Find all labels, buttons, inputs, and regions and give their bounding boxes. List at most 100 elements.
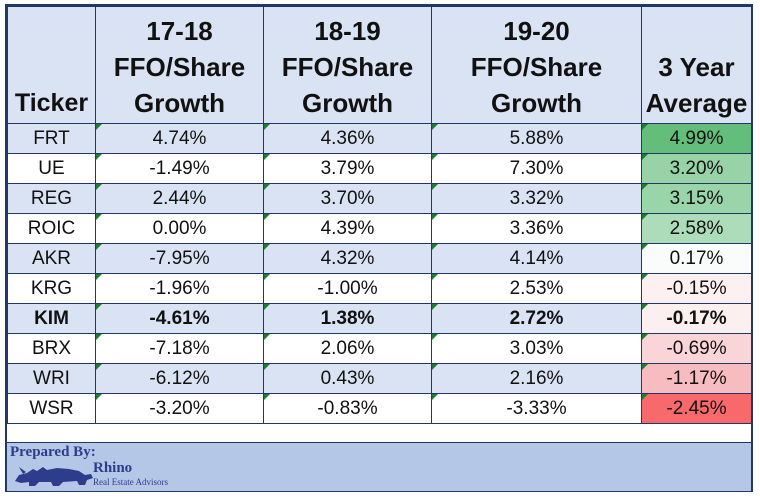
cell-error-marker-icon	[642, 334, 648, 340]
cell-3-year-average: 2.58%	[641, 213, 752, 244]
cell-error-marker-icon	[96, 394, 102, 400]
cell-error-marker-icon	[96, 274, 102, 280]
table-row: FRT 4.74% 4.36% 5.88% 4.99%	[7, 123, 752, 154]
cell-18-19-growth: 3.70%	[263, 183, 432, 214]
cell-17-18-growth: -7.18%	[95, 333, 264, 364]
cell-ticker: AKR	[7, 243, 96, 274]
cell-error-marker-icon	[642, 304, 648, 310]
cell-error-marker-icon	[264, 334, 270, 340]
cell-error-marker-icon	[96, 364, 102, 370]
cell-error-marker-icon	[96, 214, 102, 220]
cell-error-marker-icon	[432, 214, 438, 220]
cell-19-20-growth: -3.33%	[431, 393, 642, 424]
cell-3-year-average: -0.17%	[641, 303, 752, 334]
cell-19-20-growth: 2.53%	[431, 273, 642, 304]
cell-error-marker-icon	[432, 154, 438, 160]
cell-error-marker-icon	[264, 394, 270, 400]
table-row: KRG -1.96% -1.00% 2.53% -0.15%	[7, 273, 752, 304]
cell-3-year-average: 0.17%	[641, 243, 752, 274]
cell-18-19-growth: 4.32%	[263, 243, 432, 274]
cell-error-marker-icon	[642, 184, 648, 190]
cell-19-20-growth: 4.14%	[431, 243, 642, 274]
cell-18-19-growth: 4.39%	[263, 213, 432, 244]
header-ticker: Ticker	[7, 6, 96, 124]
cell-ticker: UE	[7, 153, 96, 184]
cell-17-18-growth: -7.95%	[95, 243, 264, 274]
cell-error-marker-icon	[432, 244, 438, 250]
cell-17-18-growth: 2.44%	[95, 183, 264, 214]
header-17-18-growth: 17-18 FFO/Share Growth	[95, 6, 264, 124]
cell-error-marker-icon	[642, 274, 648, 280]
cell-ticker: FRT	[7, 123, 96, 154]
cell-error-marker-icon	[264, 124, 270, 130]
cell-17-18-growth: 0.00%	[95, 213, 264, 244]
cell-error-marker-icon	[432, 274, 438, 280]
cell-ticker: BRX	[7, 333, 96, 364]
cell-error-marker-icon	[432, 334, 438, 340]
cell-error-marker-icon	[264, 274, 270, 280]
cell-18-19-growth: -0.83%	[263, 393, 432, 424]
table-row: UE -1.49% 3.79% 7.30% 3.20%	[7, 153, 752, 184]
table-row: ROIC 0.00% 4.39% 3.36% 2.58%	[7, 213, 752, 244]
cell-3-year-average: -1.17%	[641, 363, 752, 394]
cell-18-19-growth: 2.06%	[263, 333, 432, 364]
cell-17-18-growth: -3.20%	[95, 393, 264, 424]
cell-error-marker-icon	[96, 154, 102, 160]
cell-error-marker-icon	[432, 304, 438, 310]
cell-ticker: WSR	[7, 393, 96, 424]
cell-error-marker-icon	[642, 394, 648, 400]
brand-subtitle: Real Estate Advisors	[93, 477, 168, 487]
cell-error-marker-icon	[264, 154, 270, 160]
prepared-by-label: Prepared By:	[10, 444, 96, 460]
cell-error-marker-icon	[264, 244, 270, 250]
cell-17-18-growth: 4.74%	[95, 123, 264, 154]
cell-3-year-average: -2.45%	[641, 393, 752, 424]
ffo-growth-table: Ticker 17-18 FFO/Share Growth 18-19 FFO/…	[7, 6, 752, 424]
cell-error-marker-icon	[432, 394, 438, 400]
header-row: Ticker 17-18 FFO/Share Growth 18-19 FFO/…	[7, 6, 752, 124]
cell-ticker: REG	[7, 183, 96, 214]
cell-18-19-growth: 3.79%	[263, 153, 432, 184]
cell-19-20-growth: 5.88%	[431, 123, 642, 154]
cell-error-marker-icon	[642, 124, 648, 130]
cell-error-marker-icon	[642, 214, 648, 220]
cell-19-20-growth: 2.72%	[431, 303, 642, 334]
table-row: KIM -4.61% 1.38% 2.72% -0.17%	[7, 303, 752, 334]
table-row: REG 2.44% 3.70% 3.32% 3.15%	[7, 183, 752, 214]
cell-error-marker-icon	[264, 304, 270, 310]
cell-17-18-growth: -6.12%	[95, 363, 264, 394]
cell-error-marker-icon	[642, 244, 648, 250]
cell-ticker: KRG	[7, 273, 96, 304]
cell-18-19-growth: 1.38%	[263, 303, 432, 334]
cell-3-year-average: -0.69%	[641, 333, 752, 364]
table-row: WRI -6.12% 0.43% 2.16% -1.17%	[7, 363, 752, 394]
cell-error-marker-icon	[96, 304, 102, 310]
header-19-20-growth: 19-20 FFO/Share Growth	[431, 6, 642, 124]
cell-18-19-growth: 0.43%	[263, 363, 432, 394]
cell-3-year-average: -0.15%	[641, 273, 752, 304]
table-row: WSR -3.20% -0.83% -3.33% -2.45%	[7, 393, 752, 424]
cell-error-marker-icon	[642, 364, 648, 370]
cell-error-marker-icon	[96, 124, 102, 130]
cell-error-marker-icon	[642, 154, 648, 160]
header-3-year-average: 3 Year Average	[641, 6, 752, 124]
cell-3-year-average: 4.99%	[641, 123, 752, 154]
cell-ticker: WRI	[7, 363, 96, 394]
cell-ticker: ROIC	[7, 213, 96, 244]
cell-ticker: KIM	[7, 303, 96, 334]
cell-19-20-growth: 3.03%	[431, 333, 642, 364]
cell-error-marker-icon	[264, 364, 270, 370]
cell-19-20-growth: 2.16%	[431, 363, 642, 394]
cell-error-marker-icon	[432, 364, 438, 370]
prepared-by-footer: Prepared By: Rhino Real Estate Advisors	[7, 442, 751, 491]
cell-19-20-growth: 7.30%	[431, 153, 642, 184]
cell-17-18-growth: -1.96%	[95, 273, 264, 304]
cell-18-19-growth: 4.36%	[263, 123, 432, 154]
cell-error-marker-icon	[264, 184, 270, 190]
cell-3-year-average: 3.15%	[641, 183, 752, 214]
cell-error-marker-icon	[264, 214, 270, 220]
cell-error-marker-icon	[96, 244, 102, 250]
cell-18-19-growth: -1.00%	[263, 273, 432, 304]
cell-17-18-growth: -1.49%	[95, 153, 264, 184]
table-row: AKR -7.95% 4.32% 4.14% 0.17%	[7, 243, 752, 274]
